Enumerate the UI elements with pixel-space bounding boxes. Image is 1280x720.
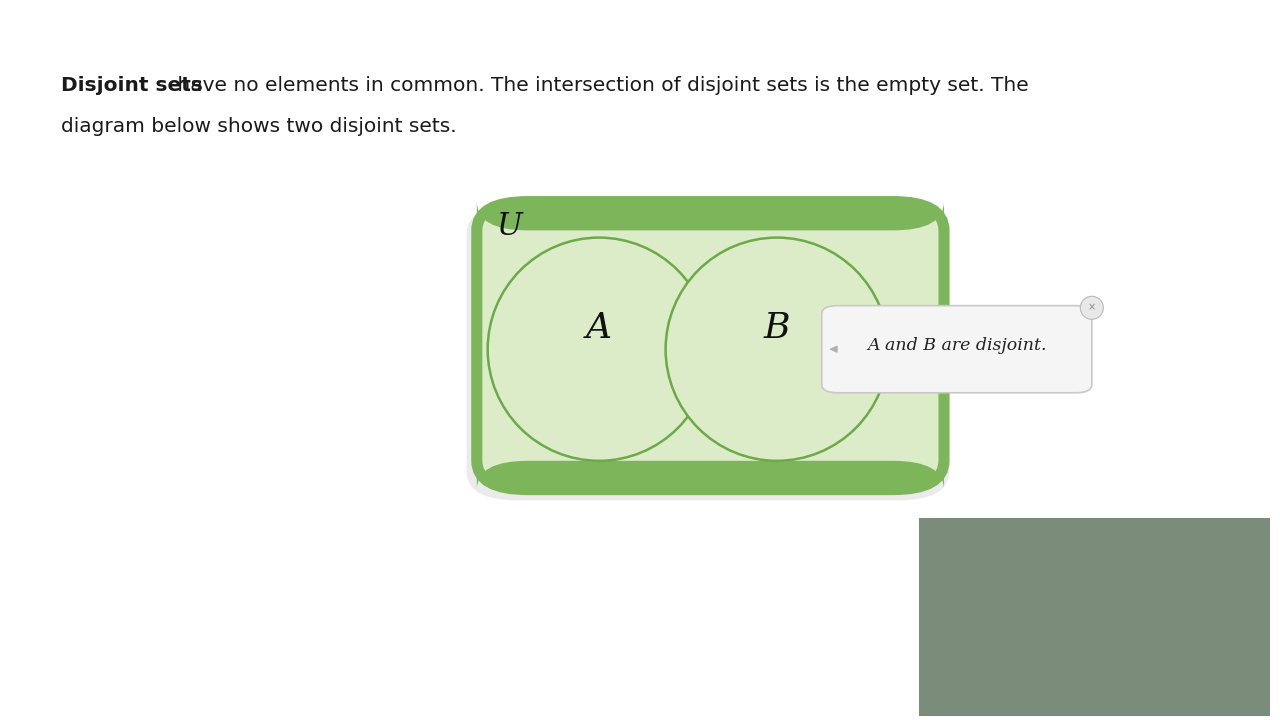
Text: U: U xyxy=(497,211,522,243)
Ellipse shape xyxy=(666,238,888,461)
Text: Disjoint sets: Disjoint sets xyxy=(61,76,204,94)
Text: A: A xyxy=(586,310,612,345)
Ellipse shape xyxy=(1080,297,1103,320)
Text: B: B xyxy=(764,310,790,345)
Text: have no elements in common. The intersection of disjoint sets is the empty set. : have no elements in common. The intersec… xyxy=(172,76,1029,94)
FancyBboxPatch shape xyxy=(467,205,950,500)
Text: ×: × xyxy=(1088,303,1096,312)
Ellipse shape xyxy=(488,238,710,461)
FancyBboxPatch shape xyxy=(477,202,945,490)
FancyBboxPatch shape xyxy=(477,201,945,230)
FancyBboxPatch shape xyxy=(919,518,1270,716)
Text: diagram below shows two disjoint sets.: diagram below shows two disjoint sets. xyxy=(61,117,457,135)
FancyBboxPatch shape xyxy=(477,461,945,490)
FancyBboxPatch shape xyxy=(822,305,1092,393)
Text: A and B are disjoint.: A and B are disjoint. xyxy=(867,337,1047,354)
